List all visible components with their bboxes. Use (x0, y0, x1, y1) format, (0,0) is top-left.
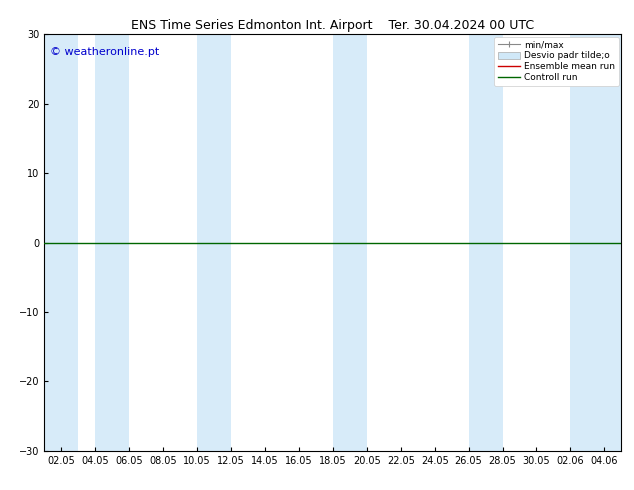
Bar (469, 34, 503, 451)
Legend: min/max, Desvio padr tilde;o, Ensemble mean run, Controll run: min/max, Desvio padr tilde;o, Ensemble m… (495, 37, 619, 86)
Bar (571, 34, 621, 451)
Bar (333, 34, 367, 451)
Bar (95, 34, 129, 451)
Title: ENS Time Series Edmonton Int. Airport    Ter. 30.04.2024 00 UTC: ENS Time Series Edmonton Int. Airport Te… (131, 19, 534, 32)
Bar (197, 34, 231, 451)
Bar (44, 34, 79, 451)
Text: © weatheronline.pt: © weatheronline.pt (50, 47, 159, 57)
